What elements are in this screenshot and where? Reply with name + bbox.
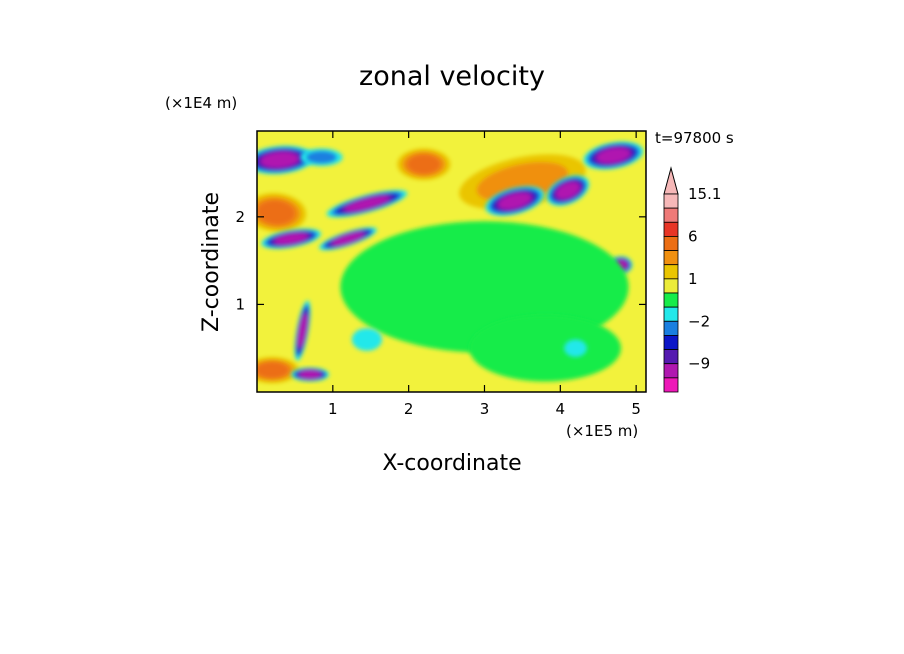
contour-band xyxy=(407,154,441,175)
contour-band xyxy=(274,233,308,245)
colorbar-swatch xyxy=(663,264,679,280)
contour-band xyxy=(555,181,580,200)
contour-feature xyxy=(326,189,408,218)
colorbar-swatch xyxy=(663,377,679,393)
x-axis-ticks: 1 2 3 4 5 xyxy=(328,131,641,418)
x-axis-title: X-coordinate xyxy=(382,451,521,476)
x-unit-label: (×1E5 m) xyxy=(566,422,638,440)
contour-band xyxy=(306,150,337,164)
colorbar-swatch xyxy=(663,349,679,365)
contour-feature xyxy=(351,328,383,351)
colorbar-swatch xyxy=(663,193,679,209)
colorbar-label: −2 xyxy=(688,312,710,330)
contour-field xyxy=(257,131,646,392)
y-tick-label: 2 xyxy=(235,208,245,226)
contour-band xyxy=(260,151,299,168)
x-tick-label: 3 xyxy=(480,400,490,418)
y-axis-title: Z-coordinate xyxy=(199,192,224,332)
colorbar-label: 15.1 xyxy=(688,185,721,203)
colorbar-swatch xyxy=(663,306,679,322)
contour-feature xyxy=(294,300,311,361)
y-axis-ticks: 12 xyxy=(235,208,646,313)
contour-band xyxy=(344,196,390,212)
contour-feature xyxy=(291,367,330,382)
colorbar-swatch xyxy=(663,363,679,379)
colorbar-swatch xyxy=(663,335,679,350)
colorbar-swatch xyxy=(663,221,679,237)
contour-band xyxy=(257,200,296,225)
contour-band xyxy=(299,370,321,379)
contour-band xyxy=(498,192,532,210)
contour-band xyxy=(564,339,587,357)
colorbar-swatch xyxy=(663,236,679,251)
colorbar: 15.1 6 1 −2 −9 xyxy=(663,166,721,393)
contour-feature xyxy=(257,193,307,232)
colorbar-swatch xyxy=(663,207,679,223)
contour-feature xyxy=(485,186,545,216)
contour-band xyxy=(331,232,365,246)
y-tick-label: 1 xyxy=(235,295,245,313)
colorbar-swatch xyxy=(663,320,679,336)
contour-band xyxy=(298,313,307,348)
contour-feature xyxy=(257,145,314,175)
chart-title: zonal velocity xyxy=(359,61,545,92)
colorbar-swatch xyxy=(663,292,679,308)
contour-feature xyxy=(319,227,377,251)
x-tick-label: 5 xyxy=(631,400,641,418)
colorbar-swatch xyxy=(663,278,679,294)
contour-feature xyxy=(300,148,343,167)
contour-feature xyxy=(564,339,587,357)
y-unit-label: (×1E4 m) xyxy=(165,94,237,112)
contour-band xyxy=(351,328,383,351)
time-label: t=97800 s xyxy=(655,129,734,147)
contour-feature xyxy=(583,141,644,170)
plot-frame xyxy=(256,130,647,393)
contour-feature xyxy=(261,228,322,249)
colorbar-label: 6 xyxy=(688,227,698,245)
contour-feature xyxy=(257,356,299,384)
x-tick-label: 2 xyxy=(404,400,414,418)
contour-features xyxy=(257,141,644,384)
colorbar-label: −9 xyxy=(688,355,710,373)
contour-feature xyxy=(469,314,621,382)
contour-feature xyxy=(397,148,451,181)
contour-feature xyxy=(546,175,590,206)
contour-band xyxy=(596,147,631,164)
contour-band xyxy=(476,161,569,202)
contour-band xyxy=(257,361,289,379)
x-tick-label: 4 xyxy=(556,400,566,418)
colorbar-label: 1 xyxy=(688,270,698,288)
colorbar-extend-arrow xyxy=(663,166,679,195)
x-tick-label: 1 xyxy=(328,400,338,418)
colorbar-swatch xyxy=(663,250,679,266)
contour-band xyxy=(469,314,621,382)
